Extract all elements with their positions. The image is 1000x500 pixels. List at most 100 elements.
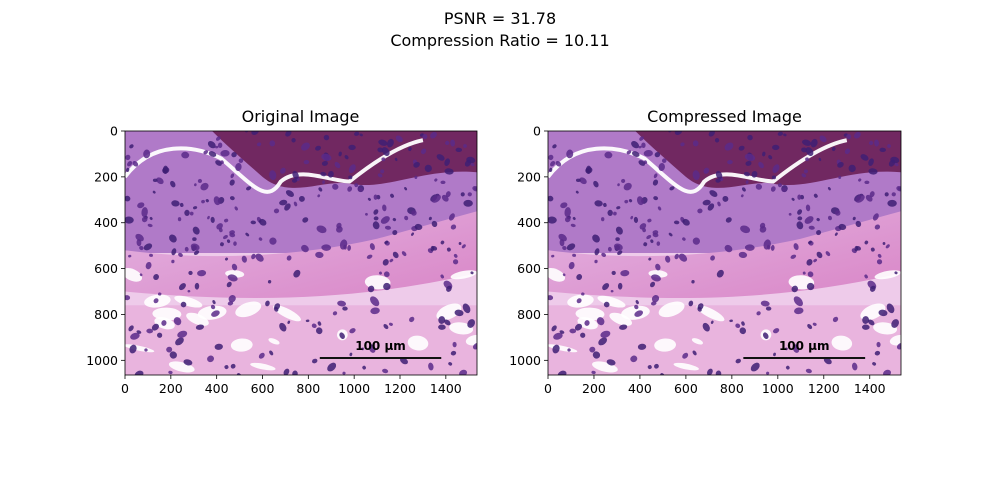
original-image-nucleus bbox=[384, 225, 392, 230]
original-image-nucleus bbox=[301, 142, 310, 151]
original-image-nucleus bbox=[431, 220, 438, 228]
compressed-image-nucleus bbox=[548, 295, 554, 301]
original-image-nucleus bbox=[400, 357, 409, 365]
original-image-nucleus bbox=[183, 359, 193, 366]
compressed-image-nucleus bbox=[825, 251, 831, 257]
compressed-image-nucleus bbox=[591, 370, 596, 375]
original-image-nucleus bbox=[312, 358, 318, 364]
compressed-image-nucleus bbox=[567, 348, 571, 352]
original-image-nucleus bbox=[205, 199, 209, 203]
compressed-image-nucleus bbox=[562, 273, 566, 277]
original-image-nucleus bbox=[156, 332, 163, 338]
compressed-image-nucleus bbox=[636, 196, 644, 206]
compressed-image-nucleus bbox=[805, 204, 811, 212]
original-image-nucleus bbox=[229, 179, 235, 186]
compressed-image-nucleus bbox=[574, 323, 583, 331]
original-image-nucleus bbox=[179, 202, 184, 207]
compressed-image-nucleus bbox=[652, 230, 659, 235]
original-image-gap bbox=[449, 322, 474, 335]
compressed-image-nucleus bbox=[651, 301, 657, 306]
original-image-nucleus bbox=[215, 160, 222, 166]
original-image-nucleus bbox=[367, 285, 375, 293]
compressed-image-nucleus bbox=[876, 341, 881, 348]
compressed-image-nucleus bbox=[592, 234, 600, 243]
original-image-nucleus bbox=[129, 144, 134, 149]
original-y-tick-label: 200 bbox=[94, 169, 118, 184]
original-image-nucleus bbox=[144, 348, 148, 352]
compressed-image-gap bbox=[658, 301, 685, 318]
original-image-nucleus bbox=[215, 136, 221, 141]
compressed-image-nucleus bbox=[868, 158, 874, 167]
original-image-nucleus bbox=[143, 149, 151, 159]
compressed-image-nucleus bbox=[894, 271, 898, 275]
original-image-nucleus bbox=[279, 199, 288, 206]
compressed-image-nucleus bbox=[715, 370, 722, 375]
compressed-image-nucleus bbox=[691, 280, 695, 284]
original-image-nucleus bbox=[321, 153, 332, 162]
original-image-nucleus bbox=[169, 234, 177, 243]
compressed-image-nucleus bbox=[633, 216, 639, 223]
original-image-nucleus bbox=[382, 259, 389, 266]
original-image-nucleus bbox=[210, 304, 216, 310]
original-image-nucleus bbox=[380, 169, 385, 174]
compressed-image-nucleus bbox=[715, 178, 721, 183]
compressed-image-nucleus bbox=[894, 162, 899, 167]
compressed-image-nucleus bbox=[878, 309, 888, 317]
compressed-image-stroma bbox=[548, 211, 901, 298]
original-image-nucleus bbox=[311, 323, 317, 329]
compressed-image-nucleus bbox=[702, 322, 710, 332]
original-image-nucleus bbox=[156, 177, 164, 185]
original-image-nucleus bbox=[178, 252, 183, 258]
original-image-nucleus bbox=[428, 362, 434, 371]
compressed-image-nucleus bbox=[874, 139, 879, 147]
compressed-image-nucleus bbox=[572, 216, 576, 220]
original-image-nucleus bbox=[227, 301, 234, 306]
original-image-nucleus bbox=[267, 280, 272, 284]
original-image-nucleus bbox=[463, 144, 467, 148]
compressed-image-nucleus bbox=[647, 218, 652, 223]
compressed-image-nucleus bbox=[647, 365, 652, 370]
compressed-image-gap bbox=[548, 267, 566, 282]
compressed-image-nucleus bbox=[869, 285, 876, 292]
compressed-image-nucleus bbox=[602, 283, 610, 291]
original-image-gap bbox=[152, 307, 182, 321]
original-image-nucleus bbox=[280, 167, 286, 174]
original-image-nucleus bbox=[414, 223, 423, 231]
original-image-nucleus bbox=[372, 221, 380, 230]
original-image-nucleus bbox=[401, 251, 407, 257]
original-image-nucleus bbox=[332, 311, 338, 316]
original-image-nucleus bbox=[259, 218, 267, 226]
original-image-nucleus bbox=[192, 237, 197, 241]
original-image-nucleus bbox=[285, 190, 294, 197]
original-image-nucleus bbox=[228, 295, 236, 303]
compressed-image-nucleus bbox=[714, 138, 720, 143]
original-image-gap bbox=[436, 303, 462, 321]
original-image-nucleus bbox=[234, 206, 238, 211]
original-image-nucleus bbox=[445, 191, 451, 198]
original-image-nucleus bbox=[339, 239, 348, 250]
compressed-image-nucleus bbox=[793, 296, 803, 307]
compressed-image-nucleus bbox=[872, 362, 877, 366]
original-image-nucleus bbox=[320, 171, 327, 177]
original-image-nucleus bbox=[334, 161, 341, 169]
original-image-nucleus bbox=[135, 233, 144, 242]
compressed-y-tick-label: 0 bbox=[533, 124, 541, 139]
compressed-image-nucleus bbox=[743, 171, 751, 177]
compressed-image-nucleus bbox=[759, 226, 767, 233]
compressed-image-nucleus bbox=[674, 253, 679, 260]
compressed-image-nucleus bbox=[649, 281, 656, 288]
original-x-tick-label: 800 bbox=[296, 381, 320, 396]
original-image-nucleus bbox=[450, 224, 457, 230]
compressed-image-nucleus bbox=[674, 131, 683, 135]
original-image-nucleus bbox=[194, 282, 200, 290]
compressed-image-gap bbox=[597, 295, 626, 308]
compressed-image-nucleus bbox=[638, 160, 646, 166]
original-image-nucleus bbox=[284, 203, 291, 211]
original-image-nucleus bbox=[327, 170, 334, 178]
original-image-nucleus bbox=[444, 319, 451, 326]
compressed-image-nucleus bbox=[710, 255, 715, 261]
compressed-image-nucleus bbox=[615, 237, 620, 241]
original-image-nucleus bbox=[149, 253, 153, 257]
compressed-image-nucleus bbox=[584, 320, 590, 326]
